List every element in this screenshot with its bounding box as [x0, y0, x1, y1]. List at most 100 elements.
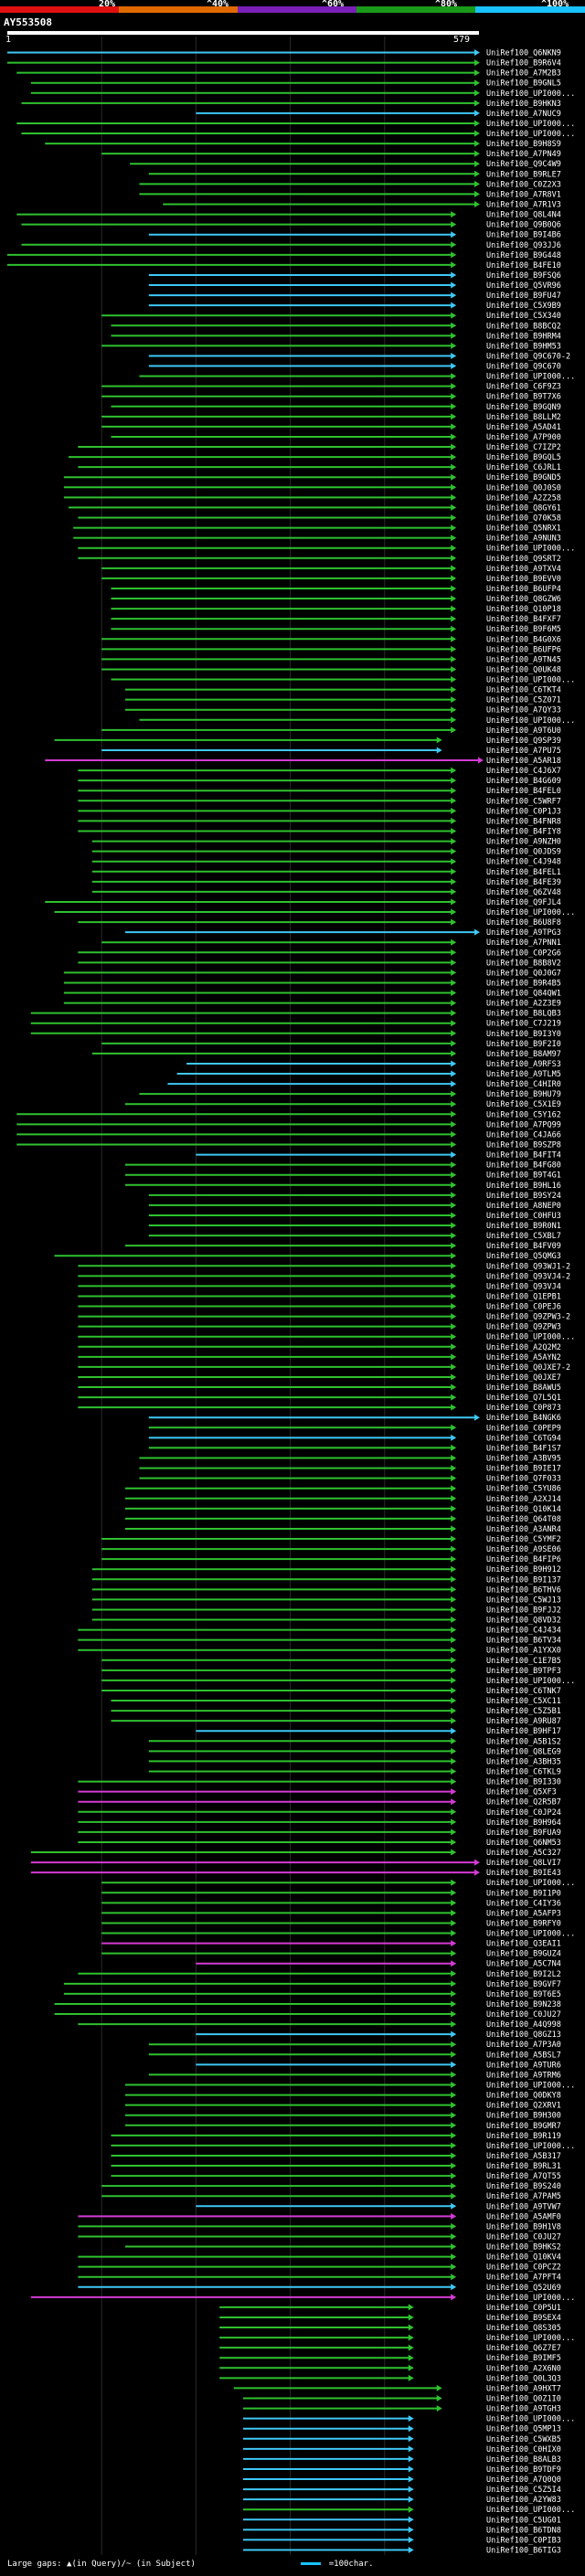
- hit-row[interactable]: UniRef100_UPI000...: [101, 1879, 575, 1888]
- hit-label[interactable]: UniRef100_UPI000...: [486, 130, 575, 139]
- hit-row[interactable]: UniRef100_C6TNK7: [101, 1687, 561, 1696]
- hit-label[interactable]: UniRef100_Q52U69: [486, 2284, 561, 2293]
- hit-label[interactable]: UniRef100_B9F6M5: [486, 625, 561, 634]
- hit-row[interactable]: UniRef100_C5X340: [101, 312, 561, 321]
- hit-label[interactable]: UniRef100_Q93JJ6: [486, 241, 561, 250]
- hit-label[interactable]: UniRef100_B9I137: [486, 1575, 561, 1585]
- hit-row[interactable]: UniRef100_A9TLM5: [176, 1070, 561, 1079]
- hit-row[interactable]: UniRef100_C0P5U1: [219, 2304, 561, 2313]
- hit-row[interactable]: UniRef100_Q52U69: [78, 2284, 561, 2293]
- hit-row[interactable]: UniRef100_A5B317: [111, 2152, 561, 2161]
- hit-label[interactable]: UniRef100_UPI000...: [486, 2415, 575, 2424]
- hit-label[interactable]: UniRef100_A7P3A0: [486, 2041, 561, 2050]
- hit-row[interactable]: UniRef100_B9I4B6: [148, 231, 561, 240]
- hit-label[interactable]: UniRef100_Q93VJ4-2: [486, 1272, 570, 1281]
- hit-label[interactable]: UniRef100_B9I4B6: [486, 231, 561, 240]
- hit-label[interactable]: UniRef100_B4FNR8: [486, 817, 561, 826]
- hit-row[interactable]: UniRef100_B9H1V8: [78, 2222, 561, 2231]
- hit-label[interactable]: UniRef100_C0PEJ6: [486, 1303, 561, 1312]
- hit-label[interactable]: UniRef100_B6TIG3: [486, 2546, 561, 2555]
- hit-label[interactable]: UniRef100_B4FXF7: [486, 615, 561, 624]
- hit-label[interactable]: UniRef100_B4FIT4: [486, 1151, 561, 1161]
- hit-row[interactable]: UniRef100_Q8S305: [219, 2324, 561, 2333]
- hit-row[interactable]: UniRef100_B4FIP6: [101, 1555, 561, 1564]
- hit-label[interactable]: UniRef100_B9I1P0: [486, 1889, 561, 1898]
- hit-row[interactable]: UniRef100_Q0J0S0: [63, 483, 561, 493]
- hit-row[interactable]: UniRef100_B9GQL5: [69, 453, 561, 462]
- hit-row[interactable]: UniRef100_B9IE43: [30, 1869, 561, 1878]
- hit-label[interactable]: UniRef100_A4Q998: [486, 2020, 561, 2030]
- hit-label[interactable]: UniRef100_Q8LVI7: [486, 1859, 561, 1868]
- hit-label[interactable]: UniRef100_C4IY36: [486, 1899, 561, 1908]
- hit-label[interactable]: UniRef100_C5X1E9: [486, 1100, 561, 1109]
- hit-label[interactable]: UniRef100_B9R4B5: [486, 979, 561, 988]
- hit-label[interactable]: UniRef100_B9I330: [486, 1778, 561, 1787]
- hit-label[interactable]: UniRef100_A9HXT7: [486, 2384, 561, 2393]
- hit-label[interactable]: UniRef100_Q5XF3: [486, 1788, 557, 1797]
- hit-row[interactable]: UniRef100_A9TXV4: [101, 565, 561, 574]
- hit-row[interactable]: UniRef100_C0JP24: [78, 1808, 561, 1818]
- hit-label[interactable]: UniRef100_B9HM53: [486, 342, 561, 351]
- hit-row[interactable]: UniRef100_Q9ZPW3-2: [78, 1313, 570, 1322]
- hit-label[interactable]: UniRef100_UPI000...: [486, 908, 575, 917]
- hit-label[interactable]: UniRef100_B9FJJ2: [486, 1606, 561, 1615]
- hit-label[interactable]: UniRef100_B9GQL5: [486, 453, 561, 462]
- hit-label[interactable]: UniRef100_A3ANR4: [486, 1525, 561, 1534]
- hit-label[interactable]: UniRef100_C5WXB5: [486, 2435, 561, 2444]
- hit-row[interactable]: UniRef100_Q9C4W9: [130, 160, 561, 169]
- hit-label[interactable]: UniRef100_Q10P18: [486, 605, 561, 614]
- hit-label[interactable]: UniRef100_C7J219: [486, 1020, 561, 1029]
- hit-row[interactable]: UniRef100_Q10K14: [125, 1505, 561, 1514]
- hit-label[interactable]: UniRef100_B9GND5: [486, 473, 561, 482]
- hit-row[interactable]: UniRef100_Q2R5B7: [78, 1798, 561, 1807]
- hit-label[interactable]: UniRef100_A7NUC9: [486, 110, 561, 119]
- hit-label[interactable]: UniRef100_C4J948: [486, 858, 561, 867]
- hit-row[interactable]: UniRef100_Q9B0Q6: [21, 221, 561, 230]
- hit-label[interactable]: UniRef100_A8NEP0: [486, 1202, 561, 1211]
- hit-label[interactable]: UniRef100_B9H1V8: [486, 2222, 561, 2231]
- hit-row[interactable]: UniRef100_UPI000...: [21, 130, 575, 139]
- hit-row[interactable]: UniRef100_B8AM97: [91, 1050, 561, 1059]
- hit-row[interactable]: UniRef100_Q6NKN9: [7, 49, 561, 58]
- hit-label[interactable]: UniRef100_A5AR18: [486, 757, 561, 766]
- hit-label[interactable]: UniRef100_B9GQN9: [486, 403, 561, 412]
- hit-label[interactable]: UniRef100_B9F2I0: [486, 1040, 561, 1049]
- hit-label[interactable]: UniRef100_A3BH35: [486, 1757, 561, 1766]
- hit-row[interactable]: UniRef100_B9GQN9: [111, 403, 561, 412]
- hit-row[interactable]: UniRef100_Q84QW1: [63, 990, 561, 999]
- hit-row[interactable]: UniRef100_Q0DKY8: [125, 2092, 561, 2101]
- hit-row[interactable]: UniRef100_B4FE39: [91, 878, 561, 887]
- hit-row[interactable]: UniRef100_C4J948: [91, 858, 561, 867]
- hit-label[interactable]: UniRef100_A9TLM5: [486, 1070, 561, 1079]
- hit-label[interactable]: UniRef100_B8ALB3: [486, 2455, 561, 2465]
- hit-label[interactable]: UniRef100_A9T6U0: [486, 726, 561, 736]
- hit-label[interactable]: UniRef100_B4FE10: [486, 261, 561, 270]
- hit-label[interactable]: UniRef100_A1YXX0: [486, 1647, 561, 1656]
- hit-row[interactable]: UniRef100_Q10P18: [111, 605, 561, 614]
- hit-label[interactable]: UniRef100_A2YW83: [486, 2496, 561, 2505]
- hit-label[interactable]: UniRef100_A7PN49: [486, 150, 561, 159]
- hit-label[interactable]: UniRef100_A7PFT4: [486, 2274, 561, 2283]
- hit-label[interactable]: UniRef100_A2Z258: [486, 493, 561, 503]
- hit-label[interactable]: UniRef100_C6F9Z3: [486, 383, 561, 392]
- hit-row[interactable]: UniRef100_C7IZP2: [78, 443, 561, 452]
- hit-row[interactable]: UniRef100_UPI000...: [139, 716, 575, 726]
- hit-label[interactable]: UniRef100_Q93VJ4: [486, 1282, 561, 1291]
- hit-row[interactable]: UniRef100_UPI000...: [111, 2142, 576, 2151]
- hit-row[interactable]: UniRef100_A8NEP0: [148, 1202, 561, 1211]
- hit-row[interactable]: UniRef100_B9T7X6: [101, 393, 561, 402]
- hit-label[interactable]: UniRef100_B4FV09: [486, 1242, 561, 1251]
- hit-label[interactable]: UniRef100_Q9B0Q6: [486, 221, 561, 230]
- hit-row[interactable]: UniRef100_A2Z258: [63, 493, 561, 503]
- hit-label[interactable]: UniRef100_A7R8V1: [486, 190, 561, 199]
- hit-row[interactable]: UniRef100_Q93JJ6: [21, 241, 561, 250]
- hit-row[interactable]: UniRef100_B4FIT4: [196, 1151, 561, 1161]
- hit-row[interactable]: UniRef100_A7NUC9: [196, 110, 561, 119]
- hit-label[interactable]: UniRef100_B6TV34: [486, 1637, 561, 1646]
- hit-label[interactable]: UniRef100_Q7F033: [486, 1475, 561, 1484]
- hit-row[interactable]: UniRef100_A3ANR4: [125, 1525, 561, 1534]
- hit-row[interactable]: UniRef100_A7P3A0: [148, 2041, 561, 2050]
- hit-label[interactable]: UniRef100_A7M2B3: [486, 69, 561, 79]
- hit-label[interactable]: UniRef100_C5XBL7: [486, 1232, 561, 1241]
- hit-label[interactable]: UniRef100_UPI000...: [486, 1677, 575, 1686]
